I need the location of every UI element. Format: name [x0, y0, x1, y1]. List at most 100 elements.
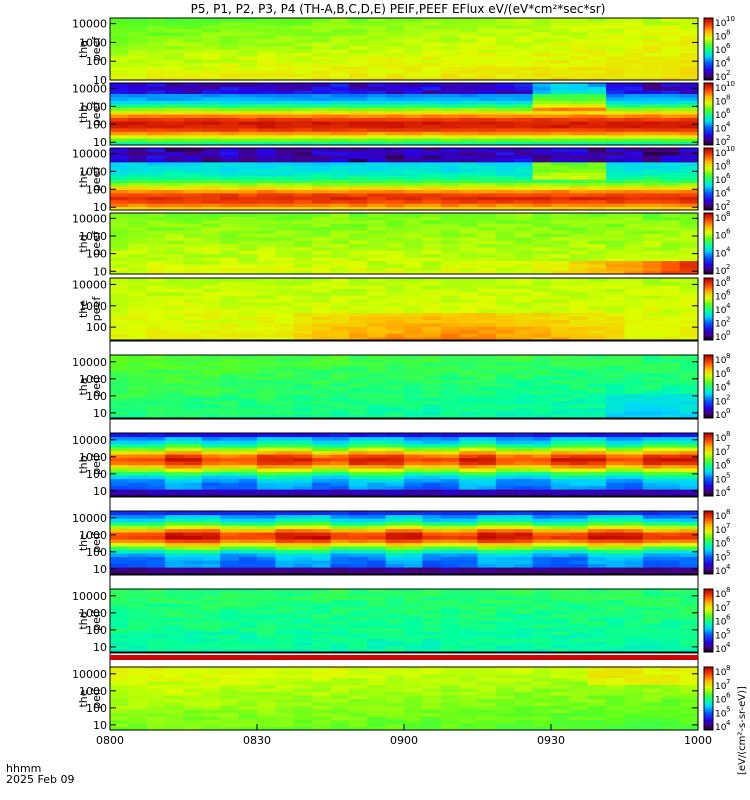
heatmap-cell — [165, 189, 185, 194]
heatmap-cell — [275, 73, 295, 78]
heatmap-cell — [587, 31, 607, 36]
heatmap-cell — [275, 257, 295, 262]
heatmap-cell — [348, 372, 368, 377]
heatmap-cell — [238, 556, 258, 561]
heatmap-cell — [459, 411, 479, 416]
heatmap-cell — [495, 447, 515, 452]
colorbar-tick-label: 10 — [715, 370, 727, 380]
heatmap-cell — [569, 549, 589, 554]
colorbar-cell — [704, 488, 713, 491]
heatmap-cell — [293, 185, 313, 190]
heatmap-cell — [661, 141, 681, 146]
heatmap-cell — [146, 482, 166, 487]
heatmap-cell — [551, 28, 570, 33]
heatmap-cell — [165, 518, 185, 523]
heatmap-cell — [330, 172, 350, 177]
heatmap-cell — [459, 436, 479, 441]
heatmap-cell — [459, 532, 479, 537]
heatmap-cell — [293, 86, 313, 91]
heatmap-cell — [514, 322, 534, 327]
heatmap-cell — [293, 400, 313, 405]
heatmap-cell — [275, 447, 295, 452]
heatmap-cell — [293, 260, 313, 265]
heatmap-cell — [348, 525, 368, 530]
heatmap-cell — [257, 319, 276, 324]
heatmap-cell — [422, 196, 442, 201]
heatmap-cell — [459, 549, 479, 554]
heatmap-cell — [551, 298, 570, 303]
heatmap-cell — [220, 326, 240, 331]
colorbar-tick-exponent: 8 — [726, 210, 730, 218]
heatmap-cell — [165, 400, 185, 405]
heatmap-cell — [477, 305, 497, 310]
colorbar-tick-exponent: 4 — [726, 485, 731, 493]
heatmap-cell — [440, 158, 460, 163]
heatmap-cell — [183, 333, 203, 338]
heatmap-cell — [642, 407, 662, 412]
heatmap-cell — [404, 213, 423, 217]
heatmap-cell — [422, 329, 442, 334]
heatmap-cell — [257, 443, 276, 448]
heatmap-cell — [440, 376, 460, 381]
heatmap-cell — [404, 35, 423, 40]
heatmap-cell — [569, 440, 589, 445]
heatmap-cell — [257, 376, 276, 381]
heatmap-cell — [477, 45, 497, 50]
heatmap-cell — [110, 31, 129, 36]
heatmap-cell — [275, 433, 295, 438]
heatmap-cell — [606, 246, 626, 251]
heatmap-cell — [385, 553, 405, 558]
colorbar-tick-exponent: 6 — [726, 107, 731, 115]
heatmap-cell — [220, 369, 240, 374]
colorbar-cell — [704, 375, 713, 378]
heatmap-cell — [587, 383, 607, 388]
heatmap-cell — [569, 179, 589, 184]
colorbar-cell — [704, 123, 713, 126]
heatmap-cell — [293, 138, 313, 143]
heatmap-cell — [642, 243, 662, 248]
heatmap-cell — [495, 436, 515, 441]
heatmap-cell — [569, 243, 589, 248]
heatmap-cell — [128, 267, 148, 272]
heatmap-cell — [661, 226, 681, 231]
heatmap-cell — [477, 454, 497, 459]
heatmap-cell — [642, 319, 662, 324]
heatmap-cell — [275, 154, 295, 159]
heatmap-cell — [367, 229, 387, 234]
heatmap-cell — [348, 528, 368, 533]
heatmap-cell — [459, 236, 479, 241]
heatmap-cell — [183, 120, 203, 125]
heatmap-cell — [312, 172, 332, 177]
heatmap-cell — [477, 24, 497, 29]
heatmap-cell — [679, 407, 699, 412]
heatmap-cell — [348, 141, 368, 146]
heatmap-cell — [293, 549, 313, 554]
heatmap-cell — [293, 443, 313, 448]
heatmap-cell — [146, 213, 166, 217]
heatmap-cell — [220, 511, 240, 516]
heatmap-cell — [146, 511, 166, 516]
heatmap-cell — [587, 124, 607, 129]
heatmap-cell — [128, 213, 148, 217]
heatmap-cell — [532, 291, 552, 296]
heatmap-cell — [312, 390, 332, 395]
heatmap-cell — [257, 240, 276, 245]
heatmap-cell — [385, 59, 405, 64]
heatmap-cell — [238, 322, 258, 327]
heatmap-cell — [238, 192, 258, 197]
heatmap-cell — [165, 246, 185, 251]
heatmap-cell — [422, 535, 442, 540]
heatmap-cell — [312, 236, 332, 241]
heatmap-cell — [110, 358, 129, 363]
heatmap-cell — [330, 475, 350, 480]
heatmap-cell — [348, 203, 368, 208]
heatmap-cell — [385, 229, 405, 234]
heatmap-cell — [440, 281, 460, 286]
heatmap-cell — [404, 400, 423, 405]
heatmap-cell — [459, 223, 479, 228]
heatmap-cell — [348, 120, 368, 125]
heatmap-cell — [183, 62, 203, 67]
colorbar-cell — [704, 217, 713, 220]
heatmap-cell — [551, 468, 570, 473]
colorbar-cell — [704, 182, 713, 185]
